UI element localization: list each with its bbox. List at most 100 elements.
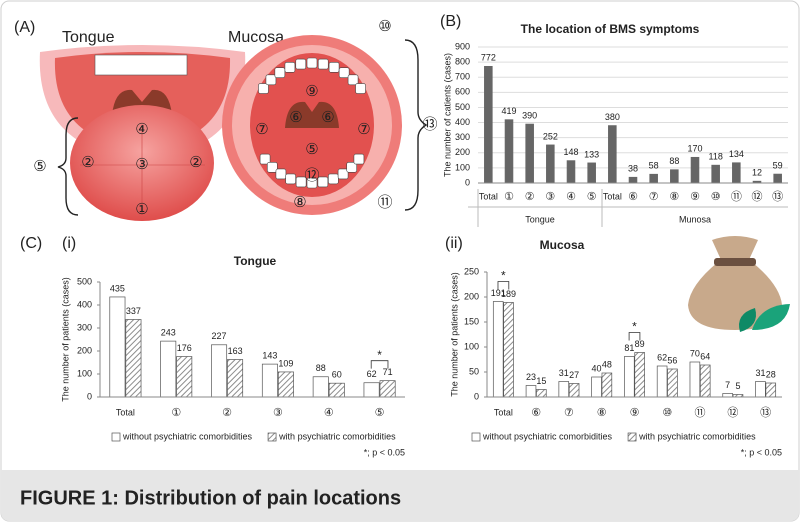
x-tick-label: Total [603, 191, 622, 201]
tooth [338, 67, 350, 78]
panel-label: (B) [440, 13, 461, 30]
y-tick-label: 200 [464, 291, 479, 301]
bar [656, 365, 668, 398]
bar [608, 125, 617, 184]
value-label: 191 [491, 288, 506, 298]
tongue-lines [80, 125, 205, 215]
brace [404, 39, 428, 211]
y-tick-label: 200 [77, 345, 92, 355]
value-label: 134 [729, 149, 744, 159]
x-tick-label: ④ [324, 407, 334, 419]
y-tick-label: 500 [455, 102, 470, 112]
x-tick-label: Total [479, 191, 498, 201]
value-label: 28 [766, 369, 776, 379]
x-tick-label: ③ [273, 407, 283, 419]
value-label: 148 [563, 147, 578, 157]
value-label: 15 [536, 376, 546, 386]
legend-label: with psychiatric comorbidities [638, 431, 756, 441]
value-label: 62 [657, 352, 667, 362]
bar [690, 156, 700, 184]
x-tick-label: ⑫ [752, 190, 763, 203]
tooth [347, 74, 359, 86]
value-label: 163 [228, 346, 243, 356]
y-axis-label: The number of catients (cases) [442, 53, 452, 177]
x-tick-label: ⑩ [662, 407, 672, 419]
tooth [295, 58, 307, 70]
legend-label: without psychiatric comorbidities [122, 431, 253, 441]
value-label: 58 [649, 161, 659, 171]
teeth [258, 57, 366, 189]
y-tick-label: 300 [455, 132, 470, 142]
bar [568, 383, 580, 398]
region-label: ⑧ [293, 194, 306, 211]
legend-swatch [111, 432, 121, 442]
value-label: 772 [481, 53, 496, 63]
region-label: ⑦ [255, 121, 268, 138]
x-tick-label: ⑦ [564, 407, 574, 419]
value-label: 133 [584, 149, 599, 159]
tooth [285, 173, 296, 185]
value-label: 170 [687, 144, 702, 154]
bar [587, 162, 596, 184]
bar [722, 393, 733, 398]
x-tick-label: ⑩ [711, 191, 721, 203]
y-tick-label: 400 [455, 117, 470, 127]
x-tick-label: ② [525, 191, 535, 203]
y-tick-label: 200 [455, 147, 470, 157]
x-tick-label: ⑧ [669, 191, 679, 203]
tongue-title: Tongue [62, 29, 115, 46]
bar [689, 361, 701, 398]
bar [755, 381, 766, 398]
y-tick-label: 600 [455, 87, 470, 97]
value-label: 40 [592, 363, 602, 373]
bar [484, 65, 493, 184]
x-tick-label: ⑪ [731, 190, 742, 203]
x-tick-label: ⑥ [628, 191, 638, 203]
note: *; p < 0.05 [741, 447, 782, 457]
y-tick-label: 100 [455, 162, 470, 172]
bar [558, 381, 570, 398]
caption: FIGURE 1: Distribution of pain locations [20, 487, 401, 509]
bar [773, 173, 782, 184]
panel-label: (A) [14, 19, 35, 36]
bar [601, 372, 613, 398]
value-label: 64 [700, 351, 710, 361]
region-label: ⑥ [289, 109, 302, 126]
bar [546, 144, 555, 184]
region-label: ② [189, 154, 202, 171]
significance-bracket [497, 281, 510, 290]
value-label: 227 [212, 331, 227, 341]
bar [109, 296, 126, 398]
bar [503, 302, 514, 398]
x-tick-label: ① [504, 191, 514, 203]
bar [699, 364, 711, 398]
value-label: 109 [278, 358, 293, 368]
bar [176, 356, 193, 398]
tooth [259, 153, 271, 165]
x-tick-label: ③ [545, 191, 555, 203]
y-tick-label: 50 [469, 366, 479, 376]
bar [649, 173, 658, 184]
bar [504, 119, 514, 184]
value-label: 81 [624, 343, 634, 353]
bar [765, 382, 777, 398]
region-label: ⑩ [378, 18, 391, 35]
value-label: 89 [635, 339, 645, 349]
y-tick-label: 0 [465, 177, 470, 187]
tooth [306, 177, 318, 189]
value-label: 48 [602, 359, 612, 369]
y-tick-label: 100 [464, 341, 479, 351]
value-label: 23 [526, 372, 536, 382]
bag-icon [688, 236, 790, 332]
tooth [274, 67, 286, 78]
value-label: 337 [126, 306, 141, 316]
bar [667, 368, 678, 398]
bar [624, 356, 635, 398]
bar [670, 169, 679, 184]
value-label: 176 [177, 343, 192, 353]
bar [227, 359, 244, 398]
bar [261, 363, 278, 398]
significance-bracket [628, 332, 641, 341]
bar [711, 164, 720, 184]
